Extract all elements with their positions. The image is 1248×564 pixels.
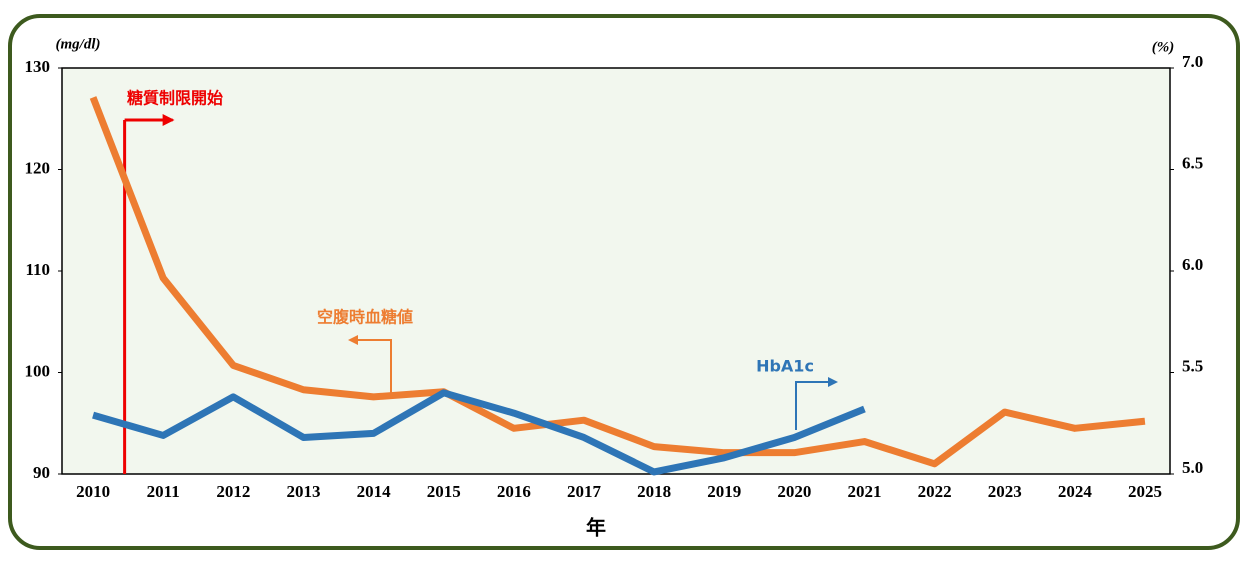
x-tick-label: 2015 [427,482,461,501]
annotation-label: 糖質制限開始 [127,89,223,108]
x-tick-label: 2023 [988,482,1022,501]
y-tick-label: 90 [33,463,50,482]
y2-tick-label: 6.5 [1182,153,1203,172]
x-tick-label: 2025 [1128,482,1162,501]
x-tick-label: 2011 [147,482,180,501]
y-tick-label: 100 [25,361,51,380]
y-tick-label: 110 [25,260,50,279]
series-label: 空腹時血糖値 [317,308,413,327]
x-tick-label: 2017 [567,482,602,501]
series-line [89,96,1146,468]
x-tick-label: 2010 [76,482,110,501]
x-tick-label: 2016 [497,482,531,501]
y2-axis-unit: (%) [1152,39,1175,55]
x-axis-title: 年 [586,516,606,540]
y2-tick-label: 5.5 [1182,356,1203,375]
x-tick-label: 2021 [847,482,881,501]
x-tick-label: 2018 [637,482,671,501]
series-label: HbA1c [756,357,814,376]
x-tick-label: 2019 [707,482,741,501]
x-tick-label: 2013 [286,482,320,501]
x-tick-label: 2022 [918,482,952,501]
x-tick-label: 2014 [357,482,392,501]
series-line [92,389,866,476]
x-tick-label: 2024 [1058,482,1093,501]
series-callout [348,335,392,393]
x-tick-label: 2020 [777,482,811,501]
series-callout [795,377,838,430]
x-tick-label: 2012 [216,482,250,501]
y-axis-unit: (mg/dl) [56,36,101,52]
y2-tick-label: 6.0 [1182,255,1203,274]
y2-tick-label: 5.0 [1182,458,1203,477]
y2-tick-label: 7.0 [1182,52,1203,71]
y-tick-label: 120 [25,158,51,177]
y-tick-label: 130 [25,57,51,76]
